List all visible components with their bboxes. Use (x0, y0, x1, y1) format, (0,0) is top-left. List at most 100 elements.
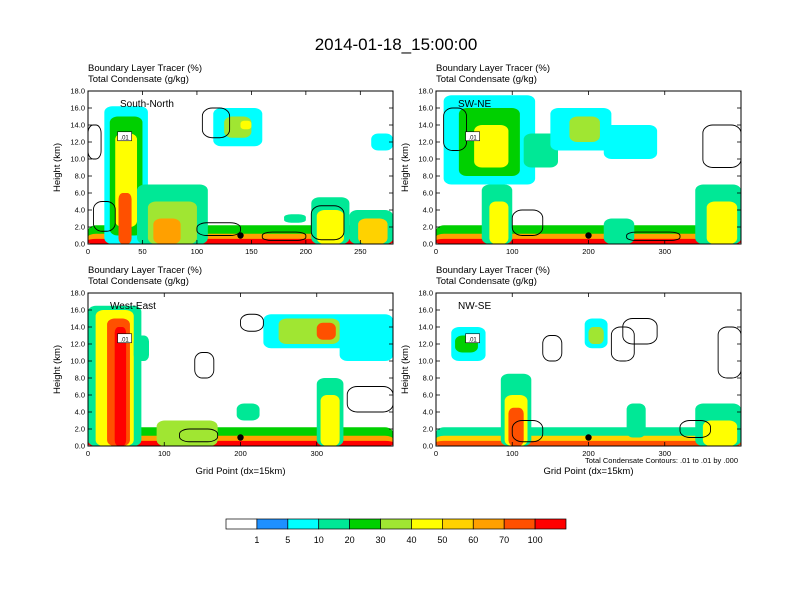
x-tick-label: 300 (658, 449, 671, 458)
x-tick-label: 200 (582, 247, 595, 256)
condensate-contour (679, 420, 711, 438)
tracer-region (153, 218, 181, 244)
colorbar-swatch (442, 518, 474, 530)
condensate-contour (194, 352, 215, 379)
y-tick-label: 8.0 (75, 374, 85, 383)
tracer-region (316, 322, 336, 340)
y-axis-label: Height (km) (52, 143, 63, 192)
x-tick-label: 300 (658, 247, 671, 256)
x-tick-label: 0 (434, 449, 438, 458)
condensate-contour (201, 107, 231, 139)
colorbar-swatch (318, 518, 350, 530)
panel-4: Boundary Layer Tracer (%)Total Condensat… (400, 265, 742, 477)
panel-subtitle-condensate: Total Condensate (g/kg) (436, 276, 537, 287)
y-tick-label: 10.0 (70, 155, 85, 164)
field-layer: .01 (88, 293, 393, 446)
contour-label-box (465, 131, 480, 142)
panel-label: West-East (110, 301, 156, 312)
colorbar-label: 1 (254, 535, 259, 545)
panel-subtitle-condensate: Total Condensate (g/kg) (88, 74, 189, 85)
x-tick-label: 200 (582, 449, 595, 458)
panel-subtitle-condensate: Total Condensate (g/kg) (436, 74, 537, 85)
colorbar-label: 20 (345, 535, 355, 545)
condensate-contour (511, 209, 544, 236)
y-tick-label: 6.0 (423, 391, 433, 400)
y-tick-label: 2.0 (75, 223, 85, 232)
condensate-contour (88, 124, 102, 160)
x-tick-label: 200 (300, 247, 313, 256)
x-tick-label: 250 (354, 247, 367, 256)
condensate-contour (346, 386, 393, 413)
panel-subtitle-tracer: Boundary Layer Tracer (%) (88, 265, 202, 276)
contour-note: Total Condensate Contours: .01 to .01 by… (585, 456, 738, 465)
colorbar: 1 5 10 20 30 40 50 60 70 100 (225, 518, 567, 545)
y-tick-label: 6.0 (75, 189, 85, 198)
tracer-region (489, 201, 509, 244)
y-axis-label: Height (km) (400, 345, 411, 394)
y-tick-label: 6.0 (423, 189, 433, 198)
y-tick-label: 0.0 (423, 442, 433, 451)
condensate-contour (511, 420, 544, 443)
condensate-contour (626, 231, 681, 242)
condensate-contour (92, 201, 116, 232)
y-tick-label: 16.0 (418, 306, 433, 315)
colorbar-label: 60 (468, 535, 478, 545)
colorbar-swatch (411, 518, 443, 530)
y-tick-label: 2.0 (423, 223, 433, 232)
tracer-region (339, 339, 393, 361)
y-tick-label: 2.0 (75, 425, 85, 434)
contour-label-box (117, 333, 132, 344)
y-tick-label: 16.0 (418, 104, 433, 113)
colorbar-swatch (349, 518, 381, 530)
tracer-region (588, 327, 604, 344)
panel-subtitle-tracer: Boundary Layer Tracer (%) (436, 265, 550, 276)
y-tick-label: 8.0 (423, 172, 433, 181)
y-tick-label: 12.0 (418, 138, 433, 147)
tracer-region (523, 133, 558, 168)
y-tick-label: 14.0 (418, 323, 433, 332)
colorbar-label: 40 (406, 535, 416, 545)
location-marker (585, 232, 592, 239)
panel-subtitle-tracer: Boundary Layer Tracer (%) (436, 63, 550, 74)
condensate-contour (443, 107, 467, 151)
contour-label: .01 (468, 135, 477, 141)
y-tick-label: 4.0 (75, 408, 85, 417)
location-marker (237, 434, 244, 441)
panel-label: SW-NE (458, 99, 491, 110)
tracer-region (358, 218, 388, 244)
y-tick-label: 0.0 (75, 442, 85, 451)
condensate-contour (310, 205, 345, 241)
tracer-region (316, 210, 344, 244)
tracer-region (284, 214, 306, 223)
x-tick-label: 100 (506, 247, 519, 256)
y-tick-label: 8.0 (75, 172, 85, 181)
panel-3: Boundary Layer Tracer (%)Total Condensat… (52, 265, 394, 477)
contour-label-box (117, 131, 132, 142)
x-axis-label: Grid Point (dx=15km) (195, 466, 285, 477)
tracer-region (474, 125, 509, 168)
condensate-contour (179, 428, 219, 443)
y-tick-label: 14.0 (70, 121, 85, 130)
y-tick-label: 4.0 (423, 408, 433, 417)
y-axis-label: Height (km) (52, 345, 63, 394)
y-tick-label: 10.0 (70, 357, 85, 366)
panel-subtitle-tracer: Boundary Layer Tracer (%) (88, 63, 202, 74)
colorbar-swatch (225, 518, 258, 530)
condensate-contour (196, 222, 241, 236)
y-axis-label: Height (km) (400, 143, 411, 192)
y-tick-label: 6.0 (75, 391, 85, 400)
colorbar-swatch (256, 518, 289, 530)
y-tick-label: 12.0 (70, 340, 85, 349)
y-tick-label: 18.0 (70, 87, 85, 96)
field-layer: .01 (436, 293, 741, 446)
y-tick-label: 16.0 (70, 306, 85, 315)
tracer-region (240, 120, 252, 130)
y-tick-label: 8.0 (423, 374, 433, 383)
y-tick-label: 18.0 (418, 289, 433, 298)
y-tick-label: 18.0 (70, 289, 85, 298)
tracer-region (569, 116, 600, 142)
colorbar-swatch (287, 518, 320, 530)
x-tick-label: 150 (245, 247, 258, 256)
x-tick-label: 0 (86, 449, 90, 458)
